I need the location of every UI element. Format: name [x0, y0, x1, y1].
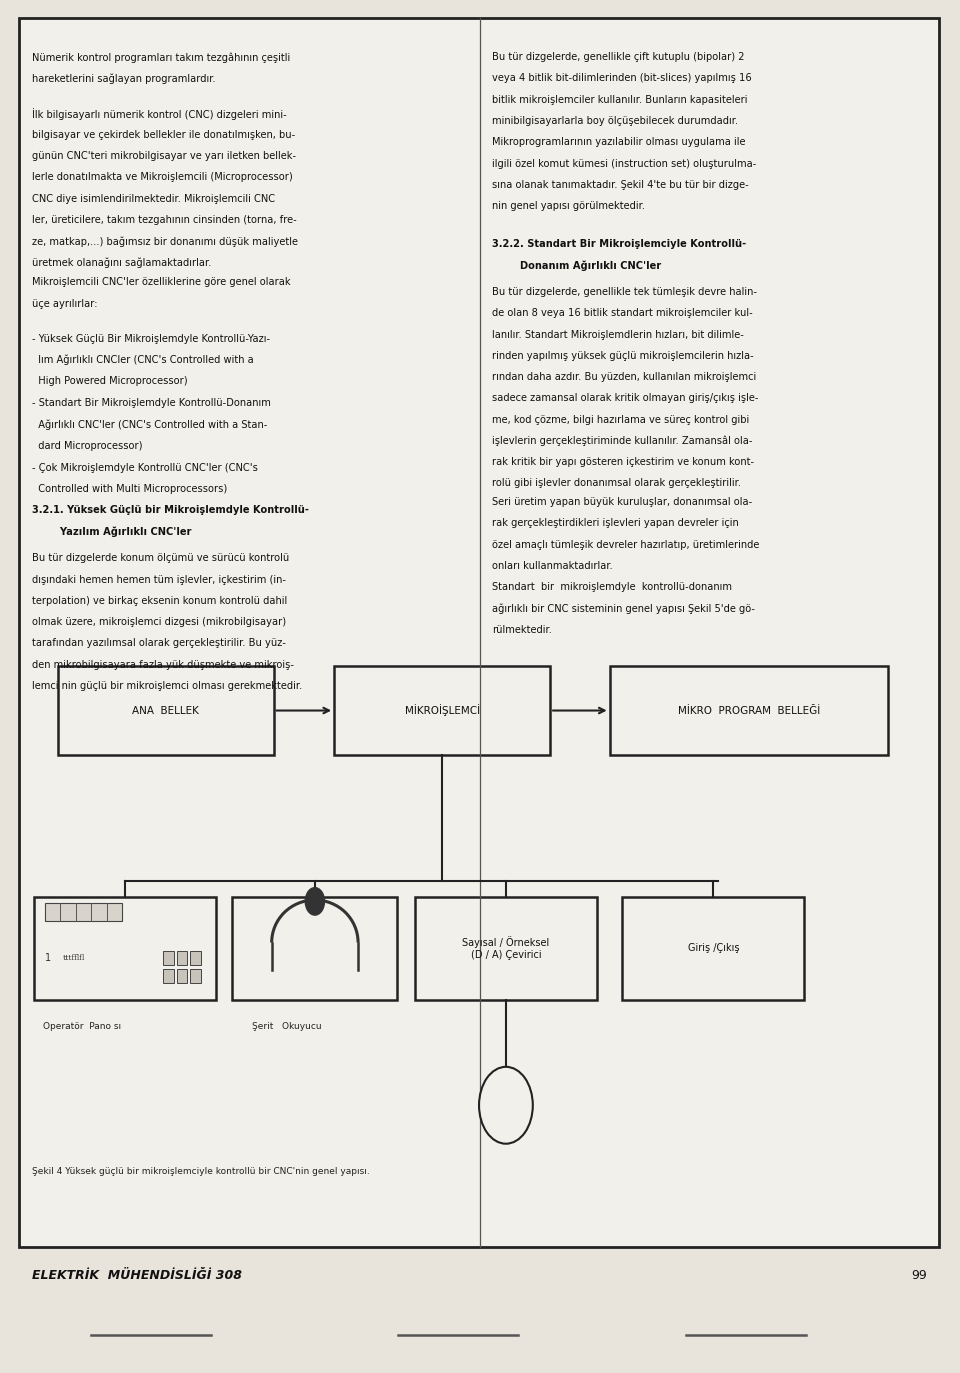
Text: Controlled with Multi Microprocessors): Controlled with Multi Microprocessors) — [32, 483, 227, 494]
Text: rından daha azdır. Bu yüzden, kullanılan mikroişlemci: rından daha azdır. Bu yüzden, kullanılan… — [492, 372, 756, 382]
Text: minibilgisayarlarla boy ölçüşebilecek durumdadır.: minibilgisayarlarla boy ölçüşebilecek du… — [492, 117, 738, 126]
Text: Seri üretim yapan büyük kuruluşlar, donanımsal ola-: Seri üretim yapan büyük kuruluşlar, dona… — [492, 497, 753, 507]
Text: 3.2.2. Standart Bir Mikroişlemciyle Kontrollü-: 3.2.2. Standart Bir Mikroişlemciyle Kont… — [492, 239, 747, 249]
FancyBboxPatch shape — [334, 666, 550, 755]
Text: Şerit   Okuyucu: Şerit Okuyucu — [252, 1022, 322, 1031]
Text: Mikroprogramlarının yazılabilir olması uygulama ile: Mikroprogramlarının yazılabilir olması u… — [492, 137, 746, 147]
FancyBboxPatch shape — [232, 897, 397, 1000]
Text: terpolation) ve birkaç eksenin konum kontrolü dahil: terpolation) ve birkaç eksenin konum kon… — [32, 596, 287, 605]
Text: ANA  BELLEK: ANA BELLEK — [132, 706, 199, 715]
Text: Nümerik kontrol programları takım tezgâhının çeşitli: Nümerik kontrol programları takım tezgâh… — [32, 52, 290, 63]
Text: onları kullanmaktadırlar.: onları kullanmaktadırlar. — [492, 560, 613, 571]
Text: Mikroişlemcili CNC'ler özelliklerine göre genel olarak: Mikroişlemcili CNC'ler özelliklerine gör… — [32, 277, 290, 287]
FancyBboxPatch shape — [622, 897, 804, 1000]
FancyBboxPatch shape — [19, 18, 939, 1247]
Text: 1: 1 — [45, 953, 51, 964]
Text: ilgili özel komut kümesi (instruction set) oluşturulma-: ilgili özel komut kümesi (instruction se… — [492, 158, 756, 169]
Text: ELEKTRİK  MÜHENDİSLİĞİ 308: ELEKTRİK MÜHENDİSLİĞİ 308 — [32, 1269, 242, 1281]
Text: günün CNC'teri mikrobilgisayar ve yarı iletken bellek-: günün CNC'teri mikrobilgisayar ve yarı i… — [32, 151, 296, 161]
Text: Donanım Ağırlıklı CNC'ler: Donanım Ağırlıklı CNC'ler — [492, 261, 661, 270]
Text: MİKRO  PROGRAM  BELLEĞİ: MİKRO PROGRAM BELLEĞİ — [678, 706, 820, 715]
Text: ağırlıklı bir CNC sisteminin genel yapısı Şekil 5'de gö-: ağırlıklı bir CNC sisteminin genel yapıs… — [492, 604, 756, 614]
Text: High Powered Microprocessor): High Powered Microprocessor) — [32, 376, 187, 386]
Text: de olan 8 veya 16 bitlik standart mikroişlemciler kul-: de olan 8 veya 16 bitlik standart mikroi… — [492, 308, 754, 319]
FancyBboxPatch shape — [190, 951, 201, 965]
Text: MİKROİŞLEMCİ: MİKROİŞLEMCİ — [404, 704, 480, 717]
FancyBboxPatch shape — [163, 969, 174, 983]
Text: Operatör  Pano sı: Operatör Pano sı — [43, 1022, 121, 1031]
Text: özel amaçlı tümleşik devreler hazırlatıp, üretimlerinde: özel amaçlı tümleşik devreler hazırlatıp… — [492, 540, 760, 549]
Text: Bu tür dizgelerde, genellikle tek tümleşik devre halin-: Bu tür dizgelerde, genellikle tek tümleş… — [492, 287, 757, 297]
Text: tttfflfl: tttfflfl — [62, 954, 84, 962]
FancyBboxPatch shape — [177, 969, 187, 983]
Text: Sayısal / Örneksel
(D / A) Çevirici: Sayısal / Örneksel (D / A) Çevirici — [463, 936, 549, 960]
Text: ze, matkap,...) bağımsız bir donanımı düşük maliyetle: ze, matkap,...) bağımsız bir donanımı dü… — [32, 236, 298, 247]
Circle shape — [479, 1067, 533, 1144]
FancyBboxPatch shape — [415, 897, 597, 1000]
Text: - Çok Mikroişlemdyle Kontrollü CNC'ler (CNC's: - Çok Mikroişlemdyle Kontrollü CNC'ler (… — [32, 463, 257, 472]
Text: sadece zamansal olarak kritik olmayan giriş/çıkış işle-: sadece zamansal olarak kritik olmayan gi… — [492, 393, 759, 404]
Text: Bu tür dizgelerde, genellikle çift kutuplu (bipolar) 2: Bu tür dizgelerde, genellikle çift kutup… — [492, 52, 745, 62]
Text: Giriş /Çıkış: Giriş /Çıkış — [687, 943, 739, 953]
Text: CNC diye isimlendirilmektedir. Mikroişlemcili CNC: CNC diye isimlendirilmektedir. Mikroişle… — [32, 194, 275, 203]
Text: dard Microprocessor): dard Microprocessor) — [32, 441, 142, 450]
FancyBboxPatch shape — [58, 666, 274, 755]
Circle shape — [305, 887, 324, 914]
FancyBboxPatch shape — [610, 666, 888, 755]
FancyBboxPatch shape — [34, 897, 216, 1000]
Text: 3.2.1. Yüksek Güçlü bir Mikroişlemdyle Kontrollü-: 3.2.1. Yüksek Güçlü bir Mikroişlemdyle K… — [32, 505, 308, 515]
Text: tarafından yazılımsal olarak gerçekleştirilir. Bu yüz-: tarafından yazılımsal olarak gerçekleşti… — [32, 638, 286, 648]
Text: - Standart Bir Mikroişlemdyle Kontrollü-Donanım: - Standart Bir Mikroişlemdyle Kontrollü-… — [32, 398, 271, 408]
Text: lım Ağırlıklı CNCIer (CNC's Controlled with a: lım Ağırlıklı CNCIer (CNC's Controlled w… — [32, 354, 253, 365]
Text: üçe ayrılırlar:: üçe ayrılırlar: — [32, 298, 97, 309]
FancyBboxPatch shape — [163, 951, 174, 965]
Text: 99: 99 — [912, 1269, 927, 1281]
Text: M: M — [500, 1098, 512, 1112]
FancyBboxPatch shape — [45, 903, 122, 921]
Text: işlevlerin gerçekleştiriminde kullanılır. Zamansâl ola-: işlevlerin gerçekleştiriminde kullanılır… — [492, 437, 753, 446]
Text: veya 4 bitlik bit-dilimlerinden (bit-slices) yapılmış 16: veya 4 bitlik bit-dilimlerinden (bit-sli… — [492, 73, 752, 84]
Text: rak gerçekleştirdikleri işlevleri yapan devreler için: rak gerçekleştirdikleri işlevleri yapan … — [492, 518, 739, 529]
Text: lerle donatılmakta ve Mikroişlemcili (Microprocessor): lerle donatılmakta ve Mikroişlemcili (Mi… — [32, 172, 293, 183]
Text: den mikrobilgisayara fazla yük düşmekte ve mikroiş-: den mikrobilgisayara fazla yük düşmekte … — [32, 660, 294, 670]
Text: rülmektedir.: rülmektedir. — [492, 625, 552, 634]
Text: - Yüksek Güçlü Bir Mikroişlemdyle Kontrollü-Yazı-: - Yüksek Güçlü Bir Mikroişlemdyle Kontro… — [32, 334, 270, 343]
Text: sına olanak tanımaktadır. Şekil 4'te bu tür bir dizge-: sına olanak tanımaktadır. Şekil 4'te bu … — [492, 180, 749, 189]
Text: bitlik mikroişlemciler kullanılır. Bunların kapasiteleri: bitlik mikroişlemciler kullanılır. Bunla… — [492, 95, 748, 104]
Text: rinden yapılmış yüksek güçlü mikroişlemcilerin hızla-: rinden yapılmış yüksek güçlü mikroişlemc… — [492, 350, 755, 361]
Text: olmak üzere, mikroişlemci dizgesi (mikrobilgisayar): olmak üzere, mikroişlemci dizgesi (mikro… — [32, 618, 286, 627]
Text: nin genel yapısı görülmektedir.: nin genel yapısı görülmektedir. — [492, 202, 645, 211]
FancyBboxPatch shape — [190, 969, 201, 983]
Text: üretmek olanağını sağlamaktadırlar.: üretmek olanağını sağlamaktadırlar. — [32, 258, 211, 268]
Text: Yazılım Ağırlıklı CNC'ler: Yazılım Ağırlıklı CNC'ler — [32, 526, 191, 537]
Text: rolü gibi işlevler donanımsal olarak gerçekleştirilir.: rolü gibi işlevler donanımsal olarak ger… — [492, 478, 741, 489]
FancyBboxPatch shape — [177, 951, 187, 965]
Text: ler, üreticilere, takım tezgahının cinsinden (torna, fre-: ler, üreticilere, takım tezgahının cinsi… — [32, 214, 297, 225]
Text: Ağırlıklı CNC'ler (CNC's Controlled with a Stan-: Ağırlıklı CNC'ler (CNC's Controlled with… — [32, 420, 267, 430]
Text: Şekil 4 Yüksek güçlü bir mikroişlemciyle kontrollü bir CNC'nin genel yapısı.: Şekil 4 Yüksek güçlü bir mikroişlemciyle… — [32, 1167, 370, 1177]
Text: rak kritik bir yapı gösteren içkestirim ve konum kont-: rak kritik bir yapı gösteren içkestirim … — [492, 457, 755, 467]
Text: me, kod çözme, bilgi hazırlama ve süreç kontrol gibi: me, kod çözme, bilgi hazırlama ve süreç … — [492, 415, 750, 424]
Text: Standart  bir  mikroişlemdyle  kontrollü-donanım: Standart bir mikroişlemdyle kontrollü-do… — [492, 582, 732, 592]
Text: Bu tür dizgelerde konum ölçümü ve sürücü kontrolü: Bu tür dizgelerde konum ölçümü ve sürücü… — [32, 553, 289, 563]
Text: İlk bilgisayarlı nümerik kontrol (CNC) dizgeleri mini-: İlk bilgisayarlı nümerik kontrol (CNC) d… — [32, 108, 286, 121]
Text: bilgisayar ve çekirdek bellekler ile donatılmışken, bu-: bilgisayar ve çekirdek bellekler ile don… — [32, 129, 295, 140]
Text: dışındaki hemen hemen tüm işlevler, içkestirim (in-: dışındaki hemen hemen tüm işlevler, içke… — [32, 574, 286, 585]
Text: lanılır. Standart Mikroişlemdlerin hızları, bit dilimle-: lanılır. Standart Mikroişlemdlerin hızla… — [492, 330, 744, 339]
Text: hareketlerini sağlayan programlardır.: hareketlerini sağlayan programlardır. — [32, 73, 215, 84]
Text: lemci nin güçlü bir mikroişlemci olması gerekmektedir.: lemci nin güçlü bir mikroişlemci olması … — [32, 681, 302, 691]
